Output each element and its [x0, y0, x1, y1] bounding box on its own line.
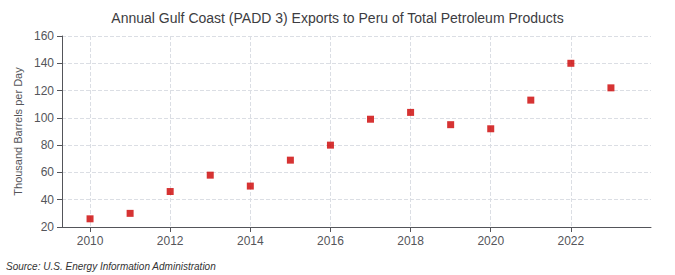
- svg-text:2020: 2020: [477, 234, 504, 248]
- svg-text:160: 160: [34, 29, 54, 43]
- svg-text:60: 60: [41, 165, 55, 179]
- svg-text:20: 20: [41, 220, 55, 234]
- svg-text:80: 80: [41, 138, 55, 152]
- svg-text:40: 40: [41, 193, 55, 207]
- svg-text:120: 120: [34, 84, 54, 98]
- svg-text:100: 100: [34, 111, 54, 125]
- svg-text:Annual Gulf Coast (PADD 3) Exp: Annual Gulf Coast (PADD 3) Exports to Pe…: [111, 10, 563, 26]
- svg-text:2022: 2022: [558, 234, 585, 248]
- svg-text:2012: 2012: [157, 234, 184, 248]
- svg-text:2018: 2018: [397, 234, 424, 248]
- svg-text:2010: 2010: [77, 234, 104, 248]
- svg-text:2014: 2014: [237, 234, 264, 248]
- svg-text:Thousand Barrels per Day: Thousand Barrels per Day: [12, 67, 24, 196]
- svg-text:2016: 2016: [317, 234, 344, 248]
- svg-text:Source: U.S. Energy Informatio: Source: U.S. Energy Information Administ…: [6, 261, 216, 272]
- svg-text:140: 140: [34, 56, 54, 70]
